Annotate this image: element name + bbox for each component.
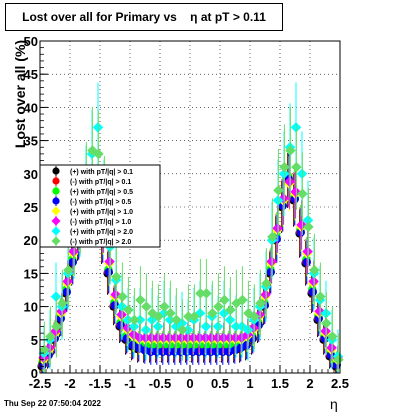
y-axis-label: Lost over all (%) (12, 39, 28, 149)
x-tick-label: -1.5 (89, 376, 111, 391)
legend-marker (51, 216, 61, 226)
data-point (141, 301, 152, 312)
data-point (63, 264, 74, 276)
axis-layer: -2.5 -2 -1.5 -1 -0.5 0 0.5 1 1.5 2 2.5 0 5 10 15 20 25 30… (24, 34, 350, 391)
data-point (225, 304, 236, 316)
legend-marker (51, 236, 61, 246)
data-point (177, 324, 188, 336)
legend-marker (52, 197, 60, 205)
legend-label: (-) with pT/|q| > 1.0 (70, 219, 131, 226)
data-point (237, 294, 248, 306)
x-tick-label: 2.5 (331, 376, 349, 391)
data-point (321, 317, 332, 329)
y-tick-label: 25 (24, 200, 38, 215)
data-point (171, 314, 182, 326)
data-point (153, 311, 164, 322)
x-tick-label: 1 (246, 376, 253, 391)
legend-box (39, 164, 161, 248)
data-point (327, 331, 338, 342)
legend-label: (-) with pT/|q| > 0.5 (70, 199, 131, 206)
legend-marker (52, 177, 60, 185)
title-box: Lost over all for Primary vs η at pT > 0… (5, 3, 283, 31)
y-tick-label: 35 (24, 134, 38, 149)
x-tick-label: -2.5 (29, 376, 51, 391)
data-point (267, 231, 278, 243)
data-point (45, 331, 56, 342)
data-point (309, 264, 320, 276)
footer-date: Thu Sep 22 07:50:04 2022 (4, 399, 101, 408)
x-axis-label: η (330, 396, 338, 412)
data-point (93, 148, 104, 160)
data-point (129, 314, 140, 326)
data-point (117, 291, 128, 302)
legend-label: (+) with pT/|q| > 1.0 (70, 209, 133, 216)
data-point (291, 161, 302, 173)
data-point (213, 301, 224, 312)
x-tick-label: 0.5 (211, 376, 229, 391)
y-tick-label: 0 (31, 366, 38, 381)
data-point (135, 294, 146, 306)
chart-title: Lost over all for Primary vs η at pT > 0… (22, 10, 266, 24)
data-point (249, 311, 260, 322)
data-point (255, 298, 266, 309)
x-tick-label: 0 (186, 376, 193, 391)
data-point (39, 344, 50, 356)
y-tick-label: 40 (24, 100, 38, 115)
data-point (165, 307, 176, 319)
data-point (285, 145, 296, 156)
y-tick-label: 45 (24, 67, 38, 82)
data-point (261, 278, 272, 289)
y-tick-label: 5 (31, 333, 38, 348)
data-point (111, 271, 122, 282)
y-tick-label: 20 (24, 233, 38, 248)
x-tick-label: -1 (124, 376, 136, 391)
data-point (51, 321, 62, 332)
data-point (195, 288, 206, 299)
y-tick-label: 10 (24, 300, 38, 315)
data-point (315, 291, 326, 302)
data-point (207, 307, 218, 319)
data-point (279, 161, 290, 173)
data-point (219, 294, 230, 306)
data-point (303, 221, 314, 233)
x-tick-label: -0.5 (149, 376, 171, 391)
data-point (333, 354, 344, 365)
data-point (297, 188, 308, 199)
legend: (+) with pT/|q| > 0.1 (-) with pT/|q| > 0… (39, 164, 161, 248)
legend-marker (52, 167, 60, 175)
data-point (201, 288, 212, 299)
legend-label: (-) with pT/|q| > 0.1 (70, 179, 131, 186)
y-tick-label: 30 (24, 167, 38, 182)
legend-marker (52, 187, 60, 195)
y-tick-label: 15 (24, 266, 38, 281)
data-point (123, 304, 134, 316)
legend-label: (+) with pT/|q| > 0.5 (70, 189, 133, 196)
legend-label: (+) with pT/|q| > 2.0 (70, 229, 133, 236)
data-point (183, 311, 194, 322)
x-tick-label: -2 (64, 376, 76, 391)
legend-marker (51, 226, 61, 236)
y-tick-label: 50 (24, 34, 38, 49)
legend-marker (51, 206, 61, 216)
data-point (159, 301, 170, 312)
data-point (189, 311, 200, 322)
legend-label: (-) with pT/|q| > 2.0 (70, 239, 131, 246)
legend-label: (+) with pT/|q| > 0.1 (70, 169, 133, 176)
data-point (57, 298, 68, 309)
x-tick-label: 2 (306, 376, 313, 391)
data-point (273, 185, 284, 196)
x-tick-label: 1.5 (271, 376, 289, 391)
